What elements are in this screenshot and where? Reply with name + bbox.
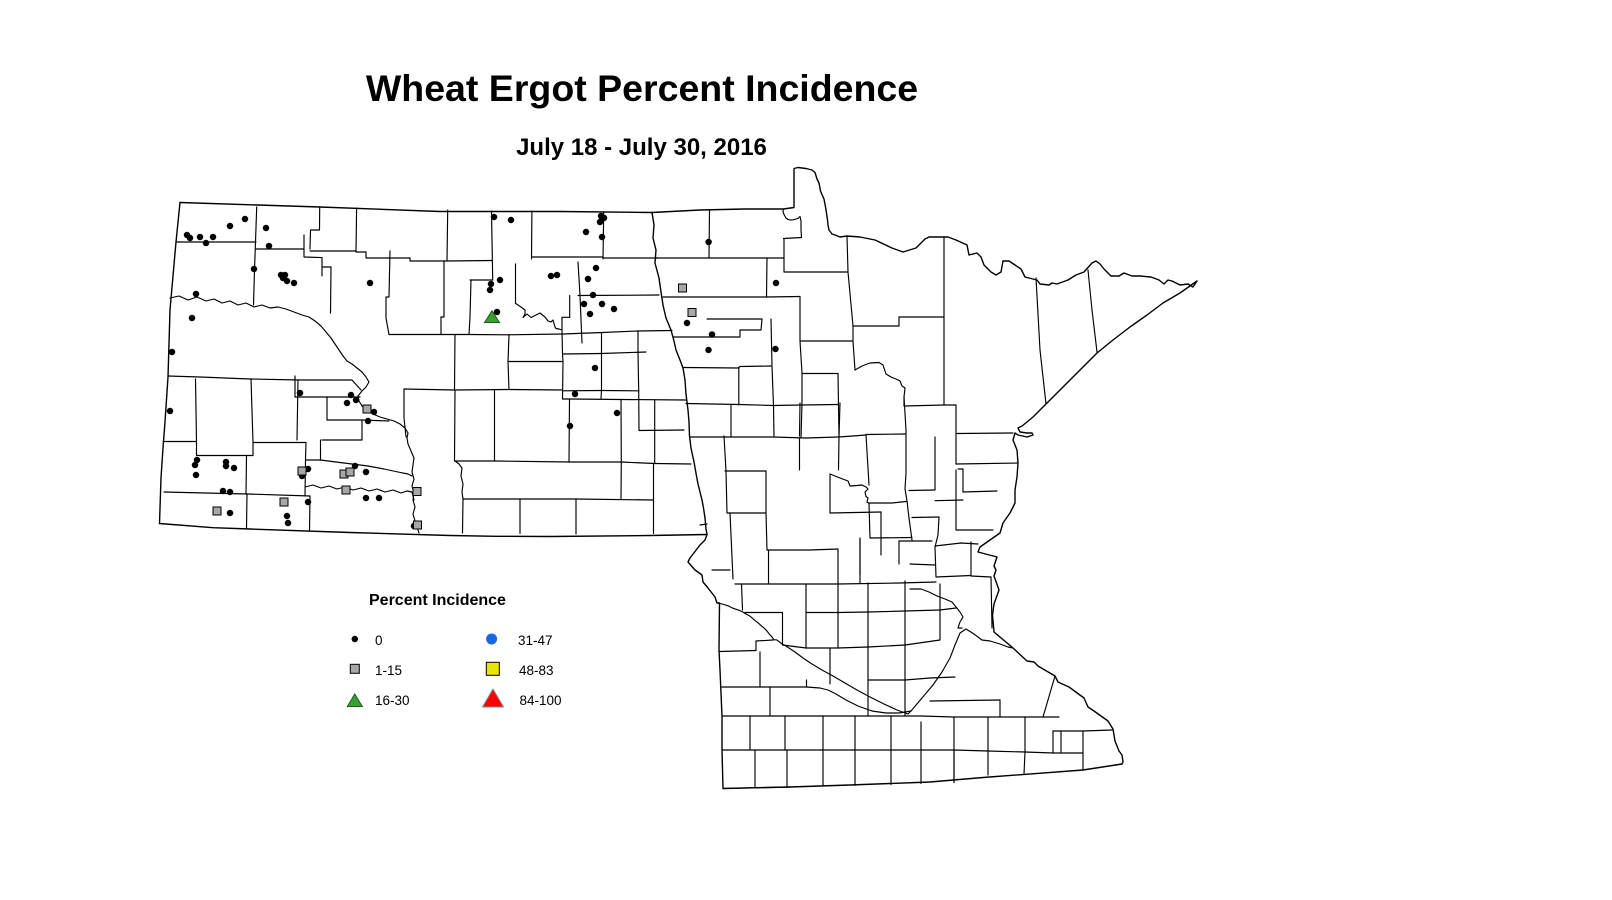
svg-text:Percent Incidence: Percent Incidence	[369, 592, 506, 609]
svg-text:Wheat Ergot Percent Incidence: Wheat Ergot Percent Incidence	[366, 67, 918, 109]
svg-text:16-30: 16-30	[375, 693, 410, 708]
svg-text:84-100: 84-100	[520, 693, 562, 708]
svg-text:1-15: 1-15	[375, 663, 402, 678]
svg-text:July 18 - July 30, 2016: July 18 - July 30, 2016	[516, 134, 767, 161]
svg-text:48-83: 48-83	[519, 663, 554, 678]
svg-text:31-47: 31-47	[518, 633, 553, 648]
svg-text:0: 0	[375, 633, 383, 648]
